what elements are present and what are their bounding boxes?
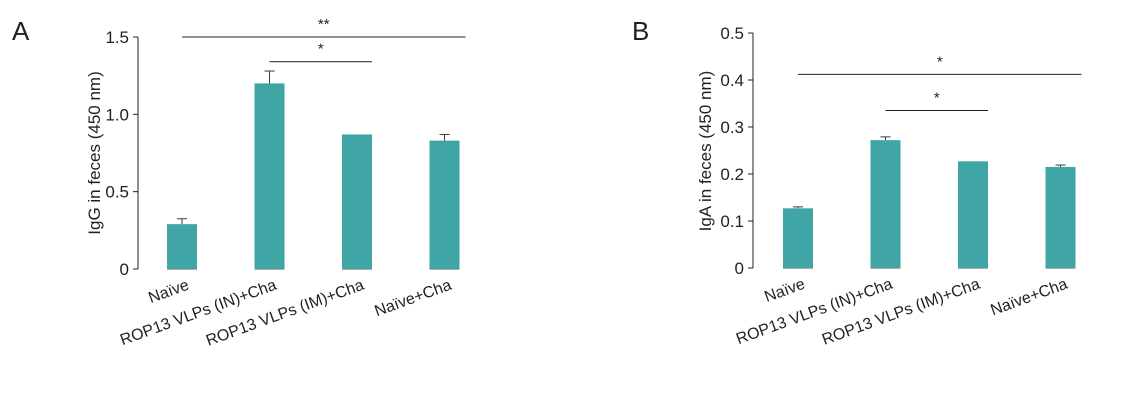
panel-b-y-tick-label: 0.3 [720, 118, 744, 137]
panel-b-bar [783, 208, 813, 268]
panel-b-bar [870, 140, 901, 268]
panel-b: B IgA in feces (450 nm) 0 0.1 0.2 0.3 0.4 0.5… [632, 16, 1082, 349]
panel-b-category-label: Naïve [762, 276, 807, 306]
panel-b-y-tick-label: 0.5 [720, 24, 744, 43]
panel-a-bar [342, 134, 372, 269]
panel-a-significance-label: ** [318, 16, 330, 33]
panel-a: A IgG in feces (450 nm) 00.51.01.5NaïveR… [12, 16, 466, 350]
panel-a-y-axis-label: IgG in feces (450 nm) [85, 71, 104, 234]
panel-b-significance-label: * [934, 90, 940, 107]
panel-b-bar [1045, 166, 1076, 268]
panel-b-y-axis-label: IgA in feces (450 nm) [696, 71, 715, 232]
panel-b-category-label: ROP13 VLPs (IM)+Cha [820, 276, 983, 349]
panel-a-category-label: Naïve+Cha [372, 277, 454, 321]
panel-b-bar [958, 161, 988, 268]
panel-b-category-label: ROP13 VLPs (IN)+Cha [734, 276, 895, 348]
panel-b-y-tick-label: 0.4 [720, 71, 744, 90]
panel-a-bar [429, 140, 460, 269]
panel-b-significance-label: * [937, 53, 943, 70]
panel-b-y-tick-label: 0.2 [720, 165, 744, 184]
panel-a-category-label: ROP13 VLPs (IM)+Cha [204, 277, 367, 350]
panel-a-category-label: Naïve [146, 277, 191, 307]
panel-a-bar [254, 83, 285, 270]
panel-b-y-tick-label: 0.1 [720, 212, 744, 231]
panel-b-category-label: Naïve+Cha [988, 276, 1070, 320]
panel-b-letter: B [632, 16, 649, 46]
panel-a-y-tick-label: 0 [120, 260, 129, 279]
panel-a-y-tick-label: 1.0 [105, 105, 129, 124]
panel-a-significance-label: * [318, 41, 324, 58]
panel-a-bar [167, 224, 197, 269]
panel-a-letter: A [12, 16, 30, 46]
panel-a-y-tick-label: 0.5 [105, 183, 129, 202]
panel-a-category-label: ROP13 VLPs (IN)+Cha [118, 277, 279, 349]
panel-a-y-tick-label: 1.5 [105, 28, 129, 47]
panel-b-y-tick-label: 0 [735, 259, 744, 278]
